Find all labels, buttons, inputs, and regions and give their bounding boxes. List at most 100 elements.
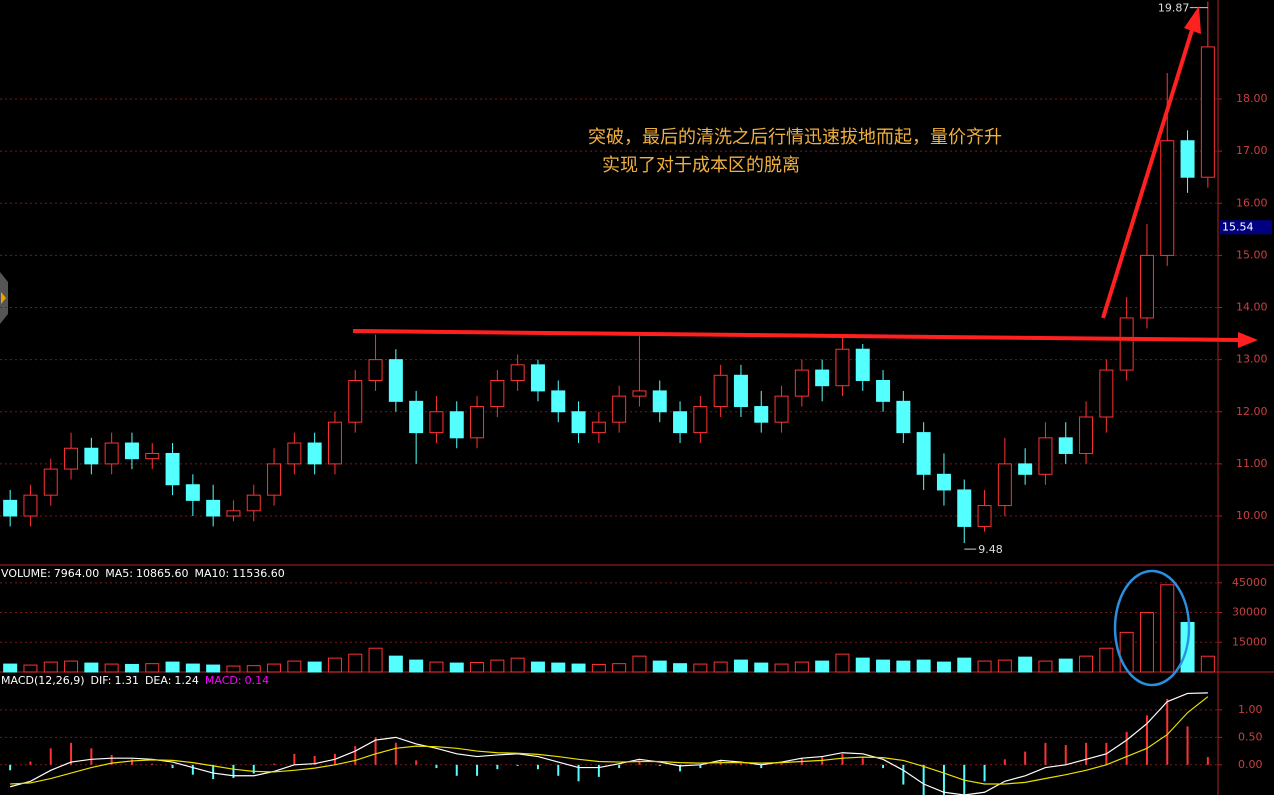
volume-bar [1119,631,1134,673]
volume-bar [124,663,139,673]
candle-body [226,510,241,517]
candle-body [551,390,566,413]
macd-line [10,696,1209,785]
volume-bar [43,661,58,673]
y-tick-label: 15000 [1232,635,1267,648]
y-tick-label: 17.00 [1236,144,1268,157]
y-tick-label: 10.00 [1236,509,1268,522]
indicator-header: VOLUME: 7964.00 MA5: 10865.60 MA10: 11536.60 [1,567,285,580]
indicator-name: MA10: [195,567,230,580]
volume-bar [997,659,1012,673]
candle-body [246,494,261,512]
volume-bar [307,661,322,673]
volume-bar [855,657,870,673]
indicator-value: 7964.00 [54,567,100,580]
volume-bar [470,661,485,673]
candle-body [693,406,708,434]
candle-body [673,411,688,434]
candle-body [916,432,931,475]
candle-body [510,364,525,381]
indicator-name: DIF: [91,674,112,687]
y-tick-label: 1.00 [1238,703,1263,716]
volume-bar [348,653,363,673]
volume-bar [673,663,688,673]
volume-bar [612,663,627,673]
candle-body [733,374,748,408]
y-tick-label: 30000 [1232,606,1267,619]
volume-bar [774,663,789,673]
volume-bar [1200,655,1215,673]
candle-body [1180,140,1195,178]
candle-body [855,348,870,381]
volume-bar [206,664,221,673]
indicator-name: DEA: [145,674,171,687]
candle-body [1139,254,1154,319]
candle-body [957,489,972,527]
candle-body [936,473,951,491]
candle-body [165,452,180,486]
candle-body [1119,317,1134,371]
volume-bar [409,659,424,673]
volume-bar [652,660,667,673]
volume-bar [246,665,261,673]
candle-body [185,484,200,501]
arrow-head [1184,6,1201,34]
candle-body [1018,463,1033,475]
volume-bar [267,663,282,673]
y-tick-label: 14.00 [1236,301,1268,314]
candle-body [1038,437,1053,475]
candle-body [530,364,545,392]
candle-body [896,400,911,434]
candle-body [287,442,302,465]
y-tick-label: 15.00 [1236,248,1268,261]
candle-body [794,369,809,397]
candle-body [632,390,647,397]
candle-body [835,348,850,387]
y-tick-label: 16.00 [1236,196,1268,209]
candle-body [124,442,139,460]
candle-body [64,447,79,470]
volume-bar [1099,647,1114,673]
volume-bar [896,660,911,673]
candle-body [23,494,38,517]
candle-body [327,421,342,465]
y-tick-label: 0.00 [1238,758,1263,771]
candle-body [206,499,221,517]
volume-bar [368,647,383,673]
volume-bar [1160,584,1175,673]
candle-body [43,468,58,496]
candle-body [1058,437,1073,454]
candle-body [348,379,363,423]
volume-bar [936,661,951,673]
volume-bar [510,657,525,673]
volume-bar [733,659,748,673]
indicator-name: MACD: [205,674,242,687]
resistance-line [352,329,1241,342]
macd-line [9,692,1208,795]
y-tick-label: 11.00 [1236,457,1268,470]
annotation: 实现了对于成本区的脱离 [602,155,800,176]
volume-bar [916,659,931,673]
indicator-value: 10865.60 [136,567,189,580]
volume-bar [551,662,566,673]
candle-body [571,411,586,434]
indicator-name: VOLUME: [1,567,51,580]
candle-body [388,359,403,402]
volume-bar [429,661,444,673]
annotation: 突破，最后的清洗之后行情迅速拔地而起，量价齐升 [588,127,1002,148]
volume-bar [794,661,809,673]
volume-bar [165,661,180,673]
candle-body [409,400,424,434]
last-price: 15.54 [1222,220,1254,233]
volume-bar [287,660,302,673]
y-tick-label: 13.00 [1236,353,1268,366]
volume-bar [571,663,586,673]
indicator-value: 1.24 [174,674,199,687]
candle-body [997,463,1012,507]
y-tick-label: 0.50 [1238,730,1263,743]
candle-body [774,395,789,423]
volume-bar [530,661,545,673]
volume-bar [876,659,891,673]
indicator-value: 0.14 [245,674,270,687]
